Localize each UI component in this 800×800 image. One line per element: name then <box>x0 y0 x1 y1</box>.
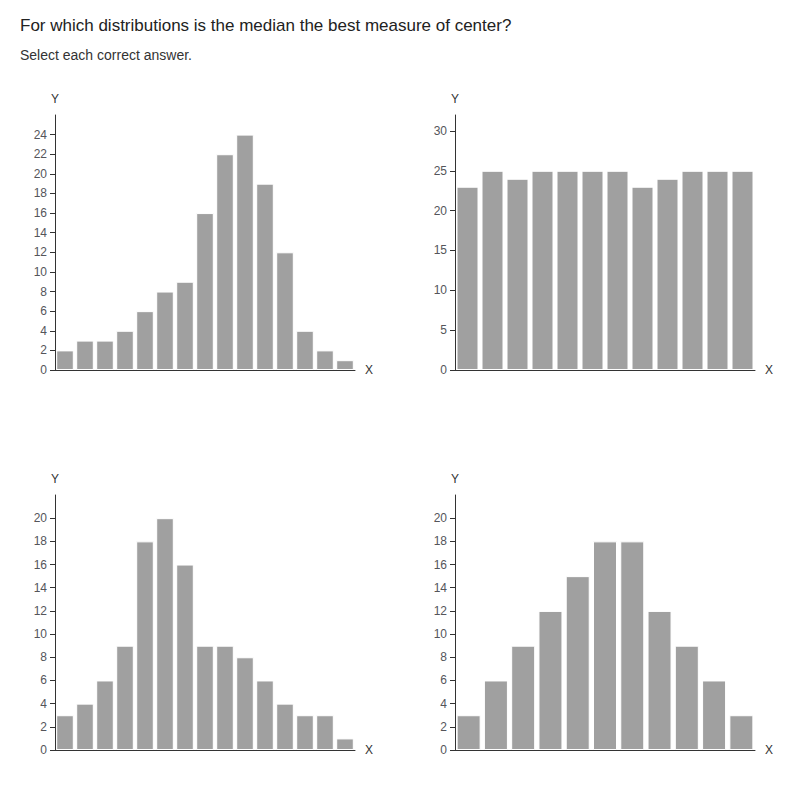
svg-text:12: 12 <box>34 245 48 259</box>
svg-text:2: 2 <box>40 720 47 734</box>
svg-text:Y: Y <box>51 472 59 486</box>
svg-text:0: 0 <box>440 743 447 757</box>
svg-text:X: X <box>765 363 773 377</box>
svg-text:20: 20 <box>434 511 448 525</box>
svg-text:5: 5 <box>440 323 447 337</box>
svg-text:12: 12 <box>434 604 448 618</box>
svg-text:0: 0 <box>40 743 47 757</box>
svg-text:20: 20 <box>434 204 448 218</box>
svg-text:4: 4 <box>440 697 447 711</box>
svg-text:24: 24 <box>34 128 48 142</box>
svg-text:8: 8 <box>40 285 47 299</box>
svg-text:16: 16 <box>434 558 448 572</box>
svg-text:15: 15 <box>434 243 448 257</box>
svg-text:4: 4 <box>40 697 47 711</box>
svg-text:For which distributions is the: For which distributions is the median th… <box>20 16 511 35</box>
svg-text:X: X <box>765 743 773 757</box>
svg-text:18: 18 <box>34 186 48 200</box>
svg-text:25: 25 <box>434 164 448 178</box>
svg-text:12: 12 <box>34 604 48 618</box>
svg-text:8: 8 <box>440 650 447 664</box>
svg-text:14: 14 <box>34 581 48 595</box>
svg-text:X: X <box>365 743 373 757</box>
svg-text:6: 6 <box>40 304 47 318</box>
svg-text:Select each correct answer.: Select each correct answer. <box>20 47 192 63</box>
svg-text:Y: Y <box>451 472 459 486</box>
svg-text:10: 10 <box>434 627 448 641</box>
svg-text:20: 20 <box>34 511 48 525</box>
svg-text:14: 14 <box>34 226 48 240</box>
svg-text:Y: Y <box>451 92 459 106</box>
svg-text:10: 10 <box>34 627 48 641</box>
svg-text:Y: Y <box>51 92 59 106</box>
svg-text:8: 8 <box>40 650 47 664</box>
svg-text:0: 0 <box>440 363 447 377</box>
svg-text:X: X <box>365 363 373 377</box>
svg-text:16: 16 <box>34 558 48 572</box>
svg-text:2: 2 <box>40 343 47 357</box>
svg-text:20: 20 <box>34 167 48 181</box>
svg-text:0: 0 <box>40 363 47 377</box>
svg-text:14: 14 <box>434 581 448 595</box>
svg-text:30: 30 <box>434 124 448 138</box>
svg-text:18: 18 <box>434 534 448 548</box>
svg-text:6: 6 <box>40 673 47 687</box>
svg-text:10: 10 <box>34 265 48 279</box>
svg-text:2: 2 <box>440 720 447 734</box>
svg-text:16: 16 <box>34 206 48 220</box>
svg-text:4: 4 <box>40 324 47 338</box>
svg-text:22: 22 <box>34 147 48 161</box>
svg-text:6: 6 <box>440 673 447 687</box>
svg-text:10: 10 <box>434 283 448 297</box>
svg-text:18: 18 <box>34 534 48 548</box>
